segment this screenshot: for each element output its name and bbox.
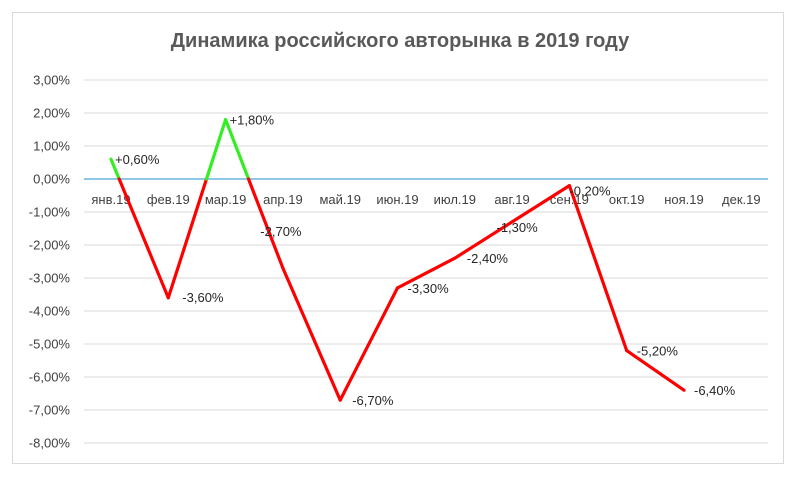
chart-frame — [12, 12, 784, 464]
y-tick-label: -2,00% — [29, 238, 71, 253]
series-line-segment — [338, 286, 400, 402]
chart-title: Динамика российского авторынка в 2019 го… — [170, 30, 630, 52]
data-label: -3,30% — [408, 281, 450, 296]
series-line-segment — [204, 117, 228, 181]
series-line-segment — [567, 184, 629, 353]
series-line-segment — [625, 349, 686, 392]
y-tick-label: -5,00% — [29, 337, 71, 352]
data-label: -6,40% — [694, 383, 736, 398]
data-label: -5,20% — [637, 344, 679, 359]
y-tick-label: -1,00% — [29, 205, 71, 220]
x-tick-label: июл.19 — [434, 192, 476, 207]
series-line-segment — [510, 184, 572, 224]
x-tick-label: апр.19 — [263, 192, 303, 207]
data-label: +1,80% — [230, 113, 275, 128]
x-tick-label: сен.19 — [550, 192, 589, 207]
x-tick-label: фев.19 — [147, 192, 190, 207]
x-tick-label: дек.19 — [722, 192, 761, 207]
data-label: -2,70% — [260, 224, 302, 239]
series-line-segment — [109, 157, 121, 181]
series-line-segment — [117, 177, 170, 300]
y-tick-label: -4,00% — [29, 304, 71, 319]
y-tick-label: 0,00% — [33, 172, 70, 187]
data-label: -2,40% — [467, 251, 509, 266]
x-tick-label: авг.19 — [494, 192, 529, 207]
y-tick-label: -6,00% — [29, 370, 71, 385]
series-line-segment — [395, 256, 457, 290]
data-label: -6,70% — [352, 393, 394, 408]
x-tick-label: май.19 — [319, 192, 361, 207]
y-tick-label: 1,00% — [33, 139, 70, 154]
series-line-segment — [453, 220, 514, 260]
series-line-segment — [281, 266, 342, 402]
y-tick-label: 3,00% — [33, 73, 70, 88]
x-tick-label: июн.19 — [376, 192, 418, 207]
y-tick-label: -8,00% — [29, 436, 71, 451]
data-label: +0,60% — [115, 152, 160, 167]
x-tick-label: мар.19 — [205, 192, 246, 207]
data-label: -1,30% — [496, 220, 538, 235]
y-tick-label: -3,00% — [29, 271, 71, 286]
x-tick-label: окт.19 — [609, 192, 645, 207]
data-label: -0,20% — [569, 184, 611, 199]
series-line-segment — [166, 177, 209, 300]
x-tick-label: ноя.19 — [664, 192, 704, 207]
series-line-segment — [246, 177, 285, 270]
y-tick-label: -7,00% — [29, 403, 71, 418]
y-tick-label: 2,00% — [33, 106, 70, 121]
series-line-segment — [224, 117, 251, 181]
data-label: -3,60% — [182, 290, 224, 305]
x-tick-label: янв.19 — [91, 192, 130, 207]
